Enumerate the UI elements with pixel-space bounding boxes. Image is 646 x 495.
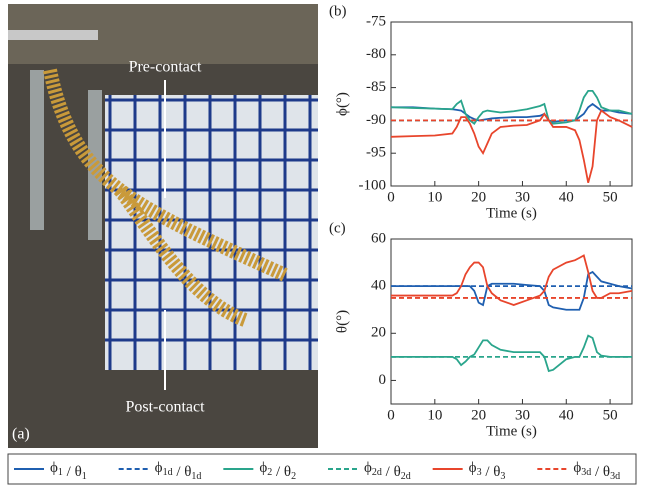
y-tick-label: 0 (379, 372, 387, 388)
y-axis-label: ϕ(°) (334, 92, 350, 116)
x-tick-label: 0 (387, 407, 395, 423)
y-tick-label: 20 (371, 325, 386, 341)
x-tick-label: 20 (471, 189, 486, 205)
x-tick-label: 10 (427, 189, 442, 205)
series-line (390, 89, 633, 125)
x-axis-label: Time (s) (486, 205, 537, 221)
series-line (391, 254, 633, 306)
legend-label: ϕ1d / θ1d (155, 460, 202, 482)
legend-label: ϕ3d / θ3d (573, 460, 620, 482)
series-line (391, 334, 632, 373)
x-tick-label: 50 (603, 407, 618, 423)
x-tick-label: 30 (515, 407, 530, 423)
annotation: Post-contact (125, 399, 205, 416)
plot-area (390, 21, 633, 187)
x-tick-label: 40 (559, 407, 574, 423)
y-tick-label: -80 (366, 46, 386, 62)
legend-label: ϕ2d / θ2d (364, 460, 411, 482)
y-tick-label: -75 (366, 13, 386, 29)
panel-label: (a) (12, 426, 30, 443)
series-line (391, 102, 633, 123)
x-tick-label: 40 (559, 189, 574, 205)
annotation: Pre-contact (129, 59, 202, 76)
y-tick-label: 60 (371, 230, 386, 246)
series-line (390, 109, 633, 183)
y-axis-label: θ(°) (334, 310, 350, 333)
y-tick-label: -85 (366, 79, 386, 95)
panel-label: (c) (329, 220, 346, 236)
plot-area (390, 238, 633, 405)
x-axis-label: Time (s) (486, 423, 537, 439)
x-tick-label: 0 (387, 189, 395, 205)
legend-label: ϕ2 / θ2 (259, 460, 296, 482)
legend-label: ϕ1 / θ1 (50, 460, 87, 482)
y-tick-label: 40 (371, 278, 386, 294)
legend-label: ϕ3 / θ3 (469, 460, 506, 482)
y-tick-label: -95 (366, 145, 386, 161)
panel-label: (b) (329, 3, 347, 19)
photo: Pre-contact Post-contact (a) (8, 4, 318, 448)
x-tick-label: 20 (471, 407, 486, 423)
y-tick-label: -90 (366, 112, 386, 128)
y-tick-label: -100 (359, 177, 387, 193)
x-tick-label: 30 (515, 189, 530, 205)
x-tick-label: 10 (427, 407, 442, 423)
legend-box (7, 453, 637, 485)
x-tick-label: 50 (603, 189, 618, 205)
